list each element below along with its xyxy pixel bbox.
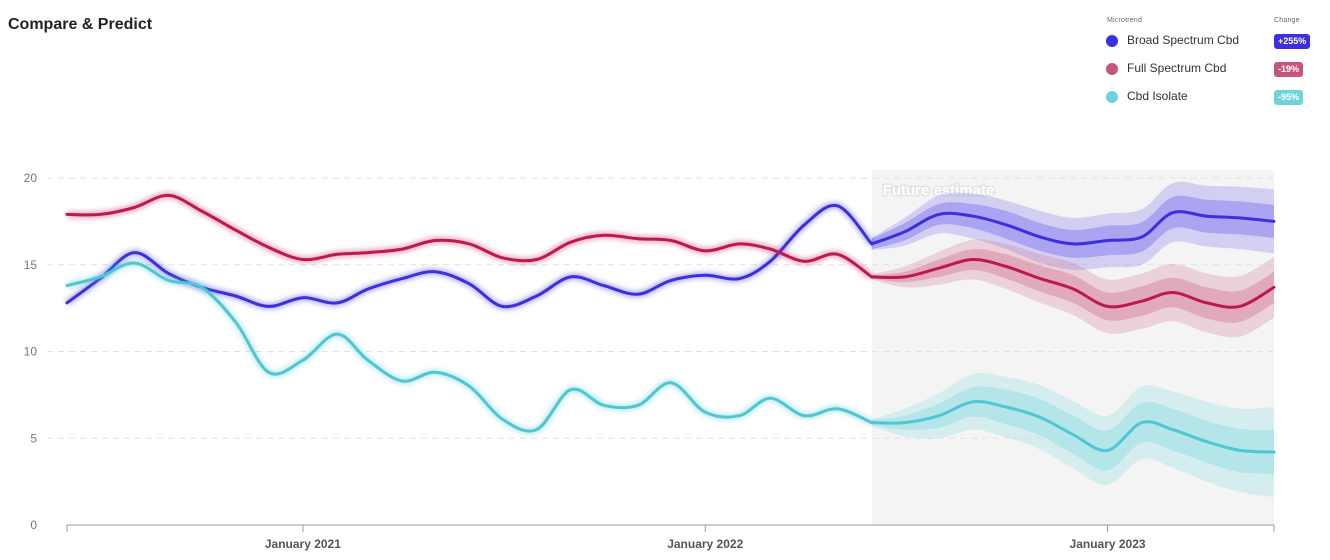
- x-tick-label-january-2022: January 2022: [667, 537, 743, 551]
- y-tick-label-15: 15: [24, 258, 38, 272]
- x-tick-label-january-2021: January 2021: [265, 537, 341, 551]
- change-badge: -95%: [1274, 90, 1304, 105]
- change-badge: -19%: [1274, 62, 1304, 77]
- series-line-broad-spectrum-cbd: [65, 203, 874, 309]
- forecast-band-outer-broad-spectrum-cbd: [871, 181, 1274, 271]
- legend-header-change: Change: [1274, 17, 1300, 24]
- forecast-band-inner-full-spectrum-cbd: [871, 248, 1274, 323]
- legend-label: Full Spectrum Cbd: [1127, 61, 1227, 75]
- legend: Microtrend Change Broad Spectrum Cbd +25…: [1100, 14, 1322, 114]
- legend-dot-full-spectrum-cbd: [1106, 63, 1118, 75]
- legend-item-cbd-isolate[interactable]: Cbd Isolate -95%: [1100, 85, 1322, 107]
- y-tick-label-10: 10: [24, 345, 38, 359]
- forecast-line-cbd-isolate: [870, 400, 1276, 454]
- forecast-band-inner-cbd-isolate: [871, 386, 1274, 474]
- series-glow-broad-spectrum-cbd: [64, 201, 875, 311]
- forecast-line-broad-spectrum-cbd: [870, 210, 1276, 246]
- y-tick-label-0: 0: [30, 518, 37, 532]
- series-glow-cbd-isolate: [66, 259, 874, 435]
- y-tick-label-20: 20: [24, 171, 38, 185]
- series-line-full-spectrum-cbd: [65, 193, 874, 279]
- legend-dot-cbd-isolate: [1106, 91, 1118, 103]
- page-title: Compare & Predict: [8, 16, 153, 33]
- future-estimate-region: [871, 170, 1274, 525]
- change-badge: +255%: [1274, 34, 1311, 49]
- y-tick-label-5: 5: [30, 431, 37, 445]
- series-line-cbd-isolate: [65, 261, 874, 433]
- legend-dot-broad-spectrum-cbd: [1106, 35, 1118, 47]
- legend-header-microtrend: Microtrend: [1107, 17, 1143, 24]
- x-tick-label-january-2023: January 2023: [1070, 537, 1146, 551]
- legend-item-full-spectrum-cbd[interactable]: Full Spectrum Cbd -19%: [1100, 57, 1322, 79]
- forecast-line-full-spectrum-cbd: [870, 257, 1276, 309]
- legend-item-broad-spectrum-cbd[interactable]: Broad Spectrum Cbd +255%: [1100, 29, 1322, 51]
- legend-label: Cbd Isolate: [1127, 89, 1188, 103]
- legend-label: Broad Spectrum Cbd: [1127, 33, 1240, 47]
- future-estimate-label: Future estimate: [883, 182, 995, 199]
